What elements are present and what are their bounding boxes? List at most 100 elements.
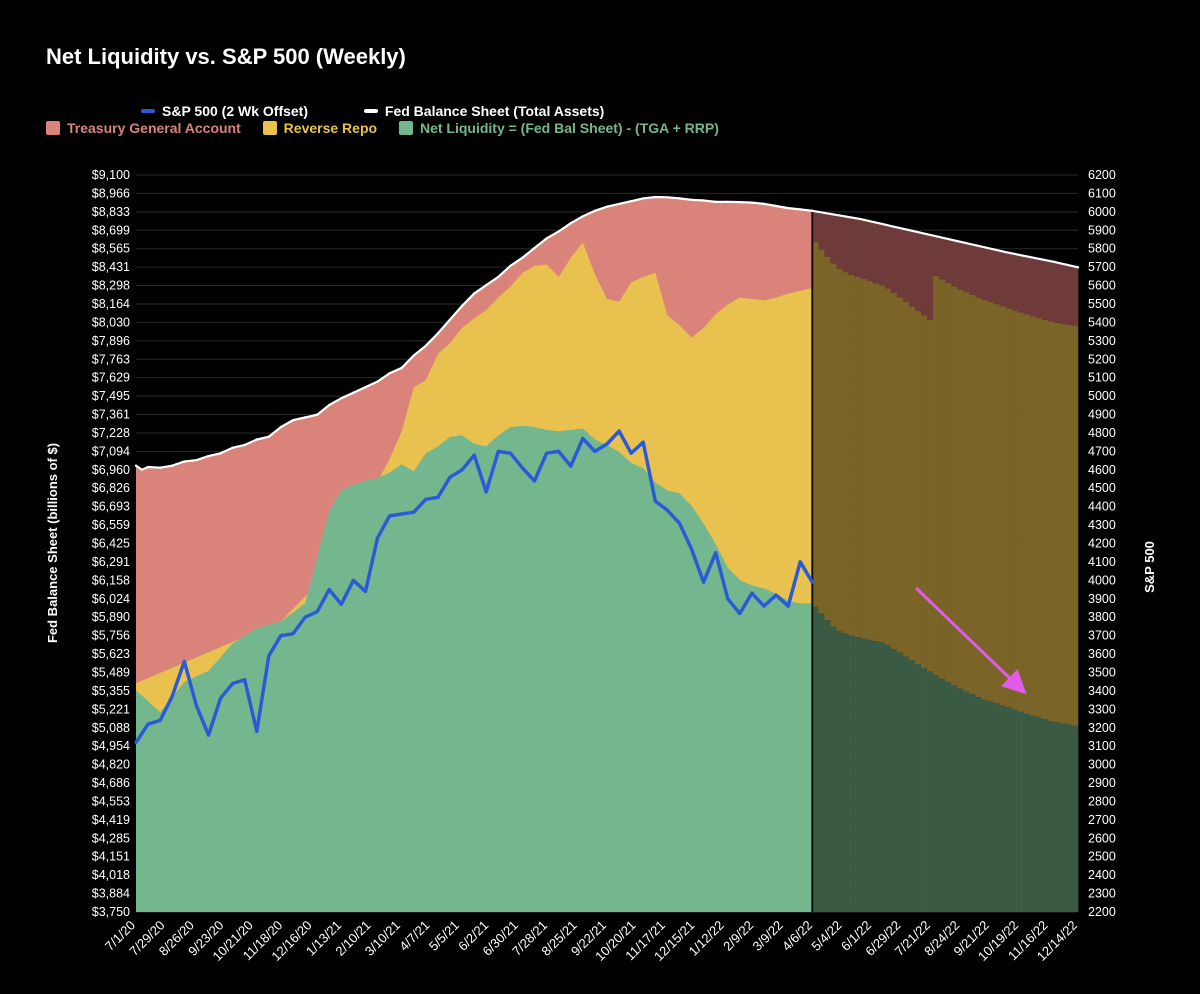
projected-net-liquidity-bar: [902, 656, 910, 912]
y-tick-left: $8,966: [92, 186, 130, 200]
projected-rrp-bar: [884, 288, 892, 646]
projected-rrp-bar: [908, 306, 916, 661]
y-tick-left: $6,425: [92, 537, 130, 551]
sp500-point: [810, 580, 814, 584]
sp500-point: [412, 510, 416, 514]
projected-tga-bar: [842, 216, 849, 273]
projected-net-liquidity-bar: [993, 703, 1000, 912]
projected-net-liquidity-bar: [981, 699, 988, 912]
fed-balance-point: [195, 458, 198, 462]
fed-balance-point: [750, 201, 754, 204]
sp500-point: [750, 591, 754, 595]
projected-tga-bar: [1047, 261, 1055, 322]
y-tick-left: $6,960: [92, 463, 130, 477]
projected-tga-bar: [896, 228, 904, 298]
fed-balance-point: [231, 446, 234, 449]
projected-tga-bar: [987, 248, 994, 303]
sp500-point: [460, 468, 464, 472]
y-tick-right: 5100: [1088, 371, 1116, 385]
fed-balance-point: [158, 466, 162, 469]
chart-title: Net Liquidity vs. S&P 500 (Weekly): [46, 44, 406, 69]
projected-net-liquidity-bar: [1023, 713, 1030, 912]
projected-net-liquidity-bar: [854, 637, 861, 912]
projected-net-liquidity-bar: [884, 645, 892, 912]
projected-tga-bar: [981, 247, 988, 301]
projected-net-liquidity-bar: [830, 626, 837, 912]
projected-tga-bar: [1011, 253, 1018, 311]
projected-net-liquidity-bar: [1011, 709, 1018, 912]
projected-tga-bar: [975, 245, 982, 298]
fed-balance-point: [786, 206, 790, 210]
y-tick-right: 3800: [1088, 610, 1116, 624]
projected-tga-bar: [890, 226, 898, 293]
sp500-point: [629, 451, 633, 455]
projected-net-liquidity-bar: [963, 691, 970, 912]
sp500-point: [231, 682, 235, 686]
projected-rrp-bar: [1071, 326, 1079, 726]
projected-net-liquidity-bar: [951, 685, 958, 912]
projected-net-liquidity-bar: [914, 664, 922, 912]
projected-net-liquidity-bar: [1065, 724, 1073, 912]
fed-balance-line: [135, 195, 1079, 472]
y-tick-left: $8,565: [92, 242, 130, 256]
sp500-point: [557, 449, 561, 453]
projected-net-liquidity-bar: [824, 620, 831, 912]
y-tick-left: $7,896: [92, 334, 130, 348]
y-tick-right: 4200: [1088, 537, 1116, 551]
sp500-point: [448, 475, 452, 479]
y-tick-right: 5400: [1088, 315, 1116, 329]
sp500-point: [472, 453, 476, 457]
line-layer: [134, 195, 1080, 912]
fed-balance-point: [666, 196, 669, 199]
fed-balance-point: [762, 202, 766, 206]
fed-balance-point: [303, 416, 307, 419]
fed-balance-point: [1052, 260, 1056, 263]
projected-net-liquidity-bar: [933, 675, 940, 912]
sp500-point: [388, 514, 392, 518]
sp500-point: [424, 497, 428, 501]
projected-rrp-bar: [896, 297, 904, 653]
sp500-point: [581, 436, 585, 440]
fed-balance-point: [545, 237, 548, 240]
sp500-point: [158, 718, 162, 722]
projected-tga-bar: [872, 222, 880, 284]
y-tick-left: $5,489: [92, 665, 130, 679]
projected-rrp-bar: [993, 304, 1000, 704]
y-tick-right: 3600: [1088, 647, 1116, 661]
projected-net-liquidity-bar: [975, 697, 982, 912]
projected-net-liquidity-bar: [945, 682, 952, 912]
fed-balance-point: [714, 200, 717, 204]
projected-rrp-bar: [951, 286, 958, 686]
sp500-point: [786, 604, 790, 608]
projected-tga-bar: [999, 251, 1006, 307]
fed-balance-point: [521, 256, 524, 259]
sp500-point: [496, 449, 500, 453]
projected-net-liquidity-bar: [1041, 719, 1049, 912]
sp500-point: [351, 578, 355, 582]
projected-rrp-bar: [1059, 323, 1067, 724]
projected-tga-bar: [1029, 257, 1037, 317]
projected-net-liquidity-bar: [890, 649, 898, 912]
projected-tga-bar: [860, 219, 867, 280]
projected-tga-bar: [951, 240, 958, 287]
projected-tga-bar: [1053, 262, 1061, 323]
projected-tga-bar: [836, 215, 843, 269]
legend-label-sp500: S&P 500 (2 Wk Offset): [162, 103, 309, 119]
y-tick-left: $5,756: [92, 629, 130, 643]
sp500-point: [206, 733, 210, 737]
projected-rrp-bar: [824, 256, 831, 621]
projected-tga-bar: [939, 237, 946, 280]
fed-balance-point: [533, 246, 536, 250]
x-tick: 5/5/21: [426, 918, 462, 954]
sp500-point: [279, 634, 283, 638]
y-tick-right: 2400: [1088, 868, 1116, 882]
fed-balance-point: [352, 391, 355, 394]
y-tick-right: 3500: [1088, 665, 1116, 679]
fed-balance-point: [654, 195, 657, 199]
y-tick-right: 2300: [1088, 887, 1116, 901]
projected-rrp-bar: [969, 294, 976, 695]
projected-net-liquidity-bar: [969, 694, 976, 912]
legend-item-rrp: Reverse Repo: [262, 120, 377, 136]
projected-rrp-bar: [1005, 308, 1012, 708]
projected-tga-bar: [1059, 263, 1067, 324]
